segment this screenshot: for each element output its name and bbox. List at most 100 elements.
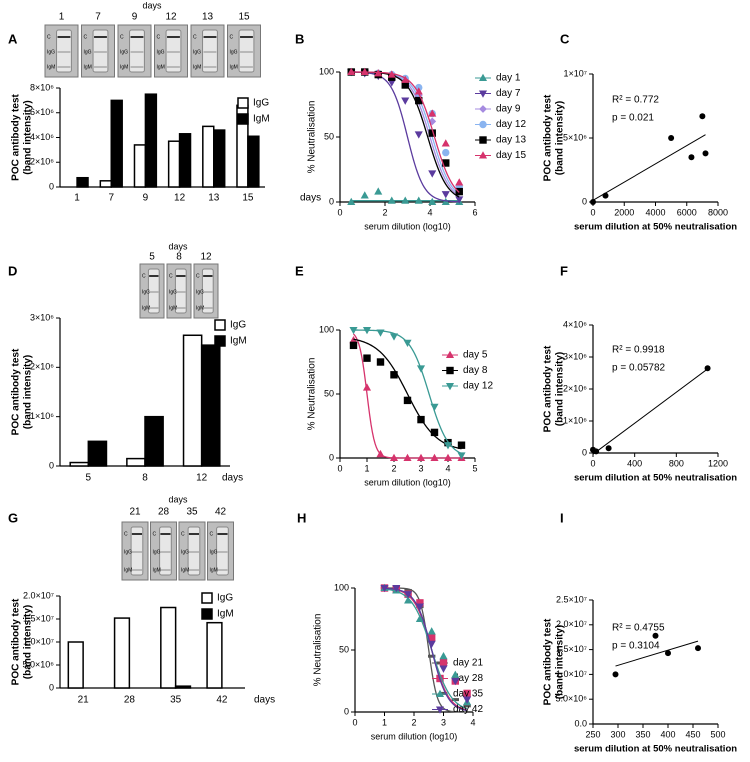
bar <box>178 133 192 188</box>
marker <box>416 365 426 373</box>
marker <box>441 191 450 199</box>
y-tick-label: 0 <box>49 682 54 692</box>
y-axis-title: (band intensity) <box>555 101 566 175</box>
marker <box>415 603 424 611</box>
x-tick-label: 300 <box>610 729 625 739</box>
x-tick-label: 42 <box>216 695 228 706</box>
annotation: R² = 0.772 <box>612 95 659 106</box>
y-tick-label: 50 <box>339 644 349 654</box>
marker <box>347 197 356 206</box>
point <box>668 135 675 141</box>
marker <box>392 584 401 593</box>
legend-marker <box>446 366 454 375</box>
marker <box>457 452 466 460</box>
panel-label: E <box>295 263 304 278</box>
y-axis-title: (band intensity) <box>555 625 566 699</box>
strip-mark: C <box>120 34 124 40</box>
marker <box>347 67 356 76</box>
strip-mark: IgG <box>124 549 132 555</box>
strip-mark: IgM <box>142 305 150 311</box>
marker <box>380 584 389 593</box>
marker <box>428 170 437 178</box>
y-tick-label: 2.5×10⁷ <box>556 594 587 604</box>
strip-day: 12 <box>200 252 212 263</box>
legend-label: day 12 <box>463 381 493 392</box>
strip-mark: IgM <box>193 64 201 70</box>
marker <box>362 383 372 391</box>
point <box>652 632 659 639</box>
marker <box>427 627 436 635</box>
marker <box>403 453 412 462</box>
strip-mark: IgG <box>169 289 177 295</box>
x-axis-title: days <box>254 695 275 706</box>
marker <box>389 333 399 341</box>
legend-swatch <box>214 335 226 347</box>
y-tick-label: 0 <box>582 447 587 457</box>
y-axis-title: POC antibody test <box>543 618 554 705</box>
annotation: p = 0.021 <box>612 113 654 124</box>
legend-label: day 1 <box>496 73 521 84</box>
y-tick-label: 2.0×10⁷ <box>23 590 54 600</box>
x-tick-label: 0 <box>337 463 342 473</box>
marker <box>427 640 436 649</box>
strip-mark: IgM <box>157 64 165 70</box>
legend-label: day 12 <box>496 119 526 130</box>
strip-window <box>174 268 187 314</box>
bar <box>144 415 164 467</box>
strip-mark: IgG <box>47 49 55 55</box>
x-tick-label: 5 <box>472 463 477 473</box>
marker <box>414 196 423 204</box>
x-tick-label: 350 <box>635 729 650 739</box>
point <box>702 150 709 157</box>
y-tick-label: 50 <box>324 388 334 398</box>
marker <box>430 428 439 437</box>
bar <box>126 457 146 467</box>
legend-marker <box>445 350 455 359</box>
annotation: R² = 0.4755 <box>612 623 665 634</box>
strip-mark: IgG <box>84 49 92 55</box>
x-tick-label: 12 <box>174 193 186 204</box>
legend-label: day 7 <box>496 88 521 99</box>
legend-swatch <box>237 97 249 109</box>
x-tick-label: 15 <box>242 193 254 204</box>
legend-marker <box>478 151 488 159</box>
marker <box>374 69 383 77</box>
x-axis-title: serum dilution (log10) <box>364 221 451 231</box>
strip-mark: C <box>142 273 146 279</box>
legend-swatch <box>237 113 249 125</box>
x-tick-label: 3 <box>418 463 423 473</box>
fit-curve <box>351 71 460 198</box>
x-tick-label: 3 <box>441 717 446 727</box>
x-tick-label: 450 <box>685 729 700 739</box>
bar <box>167 140 181 188</box>
strip-mark: C <box>230 34 234 40</box>
marker <box>443 453 453 462</box>
marker <box>428 109 437 117</box>
marker <box>428 654 436 658</box>
marker <box>451 698 460 702</box>
marker <box>430 453 439 462</box>
strip-window <box>147 268 160 314</box>
x-tick-label: 21 <box>78 695 90 706</box>
marker <box>439 665 448 673</box>
legend-swatch <box>201 608 213 620</box>
panel-label: C <box>560 31 570 46</box>
strip-mark: IgM <box>230 64 238 70</box>
strip-window <box>187 526 201 576</box>
x-tick-label: 9 <box>143 193 149 204</box>
strip-mark: IgM <box>124 567 132 573</box>
x-tick-label: 13 <box>208 193 220 204</box>
regression-line <box>592 134 706 201</box>
marker <box>360 191 369 199</box>
strip-window <box>201 268 214 314</box>
strip-header: days <box>142 0 162 10</box>
strip-day: 21 <box>129 507 141 518</box>
y-tick-label: 0 <box>344 706 349 716</box>
x-axis-title: serum dilution at 50% neutralisation <box>574 744 737 755</box>
x-tick-label: 0 <box>352 717 357 727</box>
y-tick-label: 1.0×10⁷ <box>23 636 54 646</box>
strip-mark: C <box>47 34 51 40</box>
y-tick-label: 100 <box>334 582 349 592</box>
marker <box>349 341 358 350</box>
bar <box>200 344 221 467</box>
